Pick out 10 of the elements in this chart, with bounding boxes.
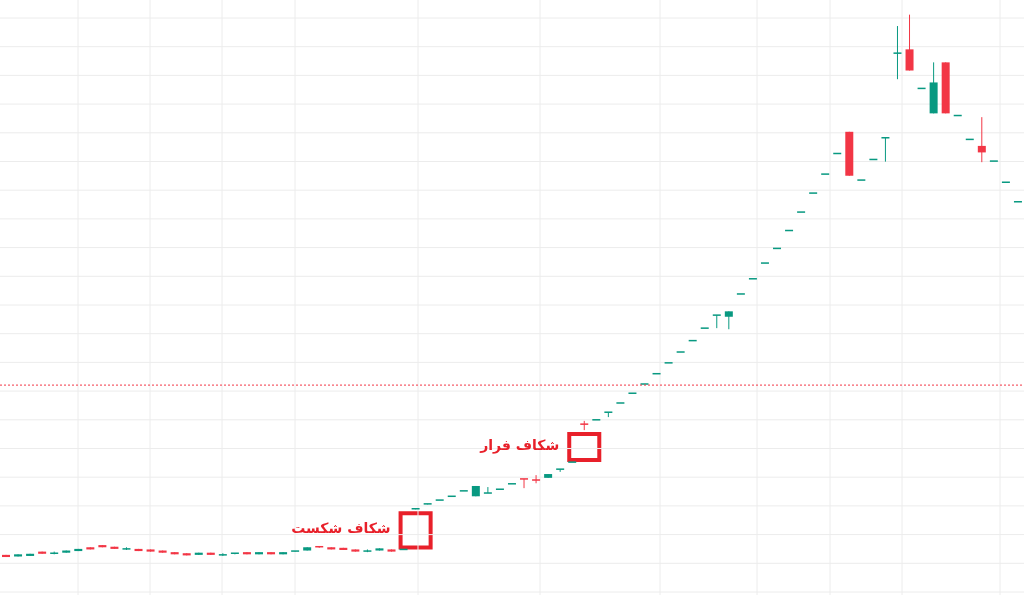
candlestick	[881, 137, 890, 163]
annotation: شکاف شکست	[291, 520, 391, 537]
candlestick	[977, 116, 986, 163]
candlestick	[893, 25, 902, 80]
candlestick	[905, 14, 914, 72]
candlestick	[520, 478, 529, 489]
annotation: شکاف فرار	[480, 437, 560, 454]
candlestick	[532, 474, 541, 484]
candlestick	[712, 314, 721, 329]
candlestick	[483, 486, 492, 494]
